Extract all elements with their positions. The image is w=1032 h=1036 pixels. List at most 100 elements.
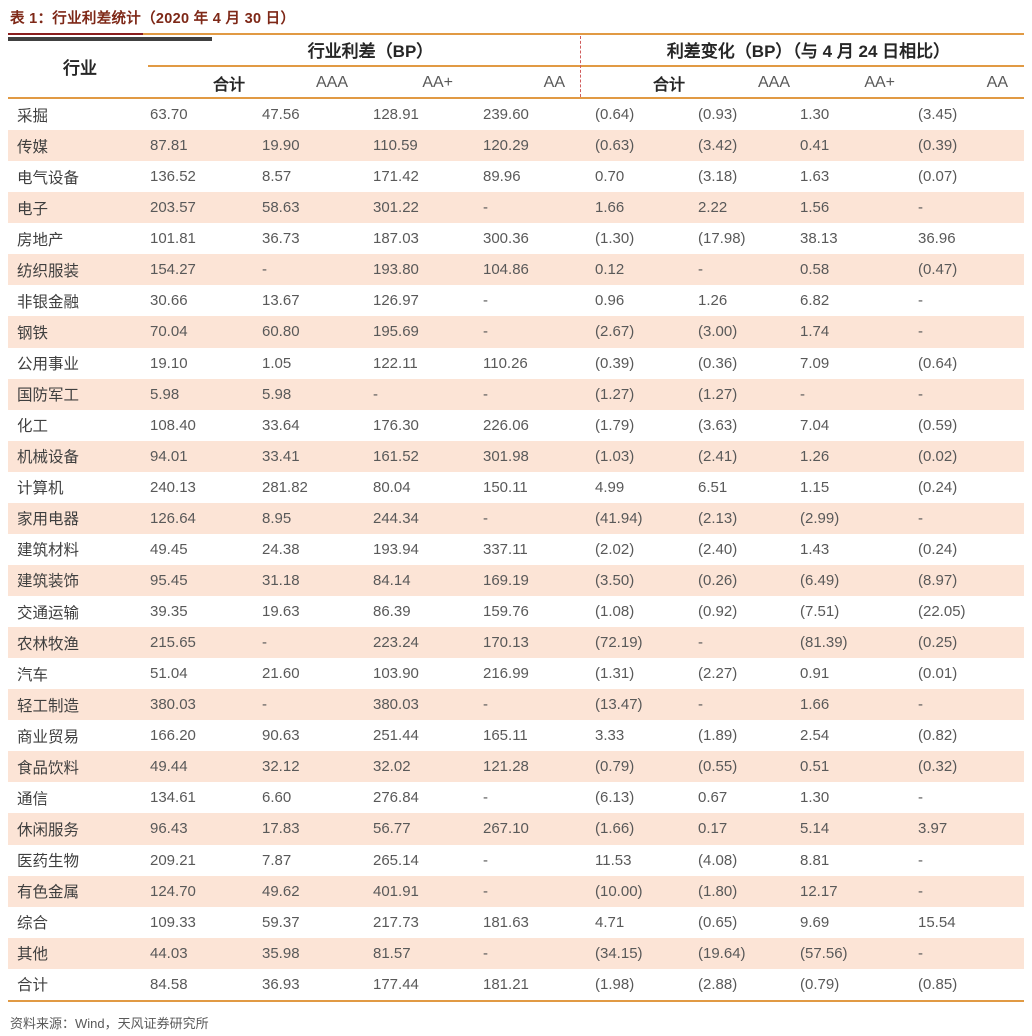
table-row: 医药生物 209.21 7.87 265.14 - 11.53 (4.08) 8.81 - [8, 845, 1024, 876]
value-cell: (0.01) [918, 665, 958, 683]
value-cell: 1.26 [698, 292, 728, 310]
value-cell: 223.24 [373, 634, 419, 652]
value-cell: 216.99 [483, 665, 529, 683]
value-cell: 8.57 [262, 168, 292, 186]
value-cell: (4.08) [698, 851, 738, 869]
table-row: 家用电器 126.64 8.95 244.34 - (41.94) (2.13) (2.99)… [8, 502, 1024, 534]
industry-cell: 综合 [17, 915, 49, 933]
title-underline [8, 33, 1024, 35]
value-cell: 165.11 [483, 727, 528, 745]
value-cell: 60.80 [262, 323, 300, 341]
value-cell: 171.42 [373, 168, 419, 186]
subheader-total: 合计 [652, 77, 685, 94]
value-cell: 0.58 [800, 261, 830, 279]
title-underline-maroon-segment [8, 33, 143, 35]
table-row: 电气设备 136.52 8.57 171.42 89.96 0.70 (3.18) 1.63 (… [8, 161, 1024, 192]
value-cell: 1.30 [800, 789, 830, 807]
industry-cell: 国防军工 [17, 387, 80, 405]
industry-cell: 非银金融 [17, 293, 80, 311]
value-cell: 8.95 [262, 509, 292, 527]
table-row: 采掘 63.70 47.56 128.91 239.60 (0.64) (0.93) 1.30… [8, 99, 1024, 130]
value-cell: 11.53 [595, 851, 632, 869]
value-cell: (1.66) [595, 820, 635, 838]
table-row: 房地产 101.81 36.73 187.03 300.36 (1.30) (17.98) 3… [8, 223, 1024, 254]
table-row: 有色金属 124.70 49.62 401.91 - (10.00) (1.80) 12.17… [8, 875, 1024, 907]
value-cell: - [918, 292, 923, 310]
value-cell: (0.93) [698, 106, 738, 124]
value-cell: (3.18) [698, 168, 738, 186]
value-cell: 203.57 [150, 199, 196, 217]
value-cell: 63.70 [150, 106, 188, 124]
value-cell: (2.40) [698, 540, 738, 558]
industry-cell: 纺织服装 [17, 262, 80, 280]
value-cell: 5.98 [262, 385, 292, 403]
value-cell: 108.40 [150, 416, 196, 434]
value-cell: 110.59 [373, 137, 418, 155]
table-row: 非银金融 30.66 13.67 126.97 - 0.96 1.26 6.82 - [8, 285, 1024, 316]
value-cell: 136.52 [150, 168, 196, 186]
value-cell: 17.83 [262, 820, 300, 838]
value-cell: (8.97) [918, 571, 958, 589]
industry-cell: 商业贸易 [17, 728, 80, 746]
subheader-aaa: AAA [757, 74, 790, 91]
value-cell: (0.32) [918, 758, 958, 776]
value-cell: (1.08) [595, 603, 635, 621]
value-cell: 0.70 [595, 168, 625, 186]
value-cell: 21.60 [262, 665, 300, 683]
value-cell: 90.63 [262, 727, 300, 745]
industry-cell: 轻工制造 [17, 697, 80, 715]
value-cell: 0.17 [698, 820, 728, 838]
value-cell: 187.03 [373, 230, 419, 248]
industry-cell: 合计 [17, 977, 49, 995]
value-cell: - [698, 696, 703, 714]
subheader-aaplus: AA+ [864, 74, 895, 91]
value-cell: (1.80) [698, 882, 738, 900]
value-cell: 6.82 [800, 292, 830, 310]
value-cell: - [262, 261, 267, 279]
table-row: 综合 109.33 59.37 217.73 181.63 4.71 (0.65) 9.69 1… [8, 907, 1024, 938]
value-cell: (0.79) [595, 758, 635, 776]
value-cell: - [918, 944, 923, 962]
value-cell: 1.56 [800, 199, 830, 217]
value-cell: - [918, 509, 923, 527]
industry-cell: 通信 [17, 790, 49, 808]
value-cell: (1.89) [698, 727, 738, 745]
value-cell: 244.34 [373, 509, 419, 527]
value-cell: (34.15) [595, 944, 643, 962]
subheader-aa: AA [986, 74, 1008, 91]
industry-cell: 交通运输 [17, 604, 80, 622]
value-cell: - [483, 323, 488, 341]
value-cell: - [483, 509, 488, 527]
value-cell: 104.86 [483, 261, 529, 279]
subheader-aaplus: AA+ [422, 74, 453, 91]
source-note: 资料来源：Wind，天风证券研究所 [10, 1016, 209, 1031]
industry-cell: 汽车 [17, 666, 49, 684]
value-cell: 267.10 [483, 820, 529, 838]
value-cell: (0.24) [918, 540, 958, 558]
group-header-spread-change: 利差变化（BP）（与 4 月 24 日相比） [666, 42, 951, 61]
value-cell: 181.63 [483, 913, 529, 931]
value-cell: (1.30) [595, 230, 635, 248]
value-cell: 35.98 [262, 944, 300, 962]
value-cell: - [483, 292, 488, 310]
value-cell: 49.44 [150, 758, 188, 776]
value-cell: - [918, 882, 923, 900]
value-cell: 86.39 [373, 603, 411, 621]
value-cell: 380.03 [150, 696, 196, 714]
value-cell: 32.12 [262, 758, 300, 776]
value-cell: (2.67) [595, 323, 635, 341]
table-row: 轻工制造 380.03 - 380.03 - (13.47) - 1.66 - [8, 689, 1024, 721]
value-cell: 33.41 [262, 447, 300, 465]
value-cell: - [698, 634, 703, 652]
value-cell: 36.93 [262, 975, 300, 993]
value-cell: 122.11 [373, 354, 418, 372]
table-row: 休闲服务 96.43 17.83 56.77 267.10 (1.66) 0.17 5.14 3… [8, 813, 1024, 845]
industry-cell: 家用电器 [17, 511, 80, 529]
value-cell: 337.11 [483, 540, 528, 558]
table-row: 其他 44.03 35.98 81.57 - (34.15) (19.64) (57.56) - [8, 937, 1024, 969]
value-cell: 251.44 [373, 727, 419, 745]
value-cell: 0.51 [800, 758, 830, 776]
table-rows: 采掘 63.70 47.56 128.91 239.60 (0.64) (0.93) 1.30… [8, 99, 1024, 1002]
table-row: 建筑材料 49.45 24.38 193.94 337.11 (2.02) (2.40) 1.… [8, 534, 1024, 565]
value-cell: 181.21 [483, 975, 529, 993]
